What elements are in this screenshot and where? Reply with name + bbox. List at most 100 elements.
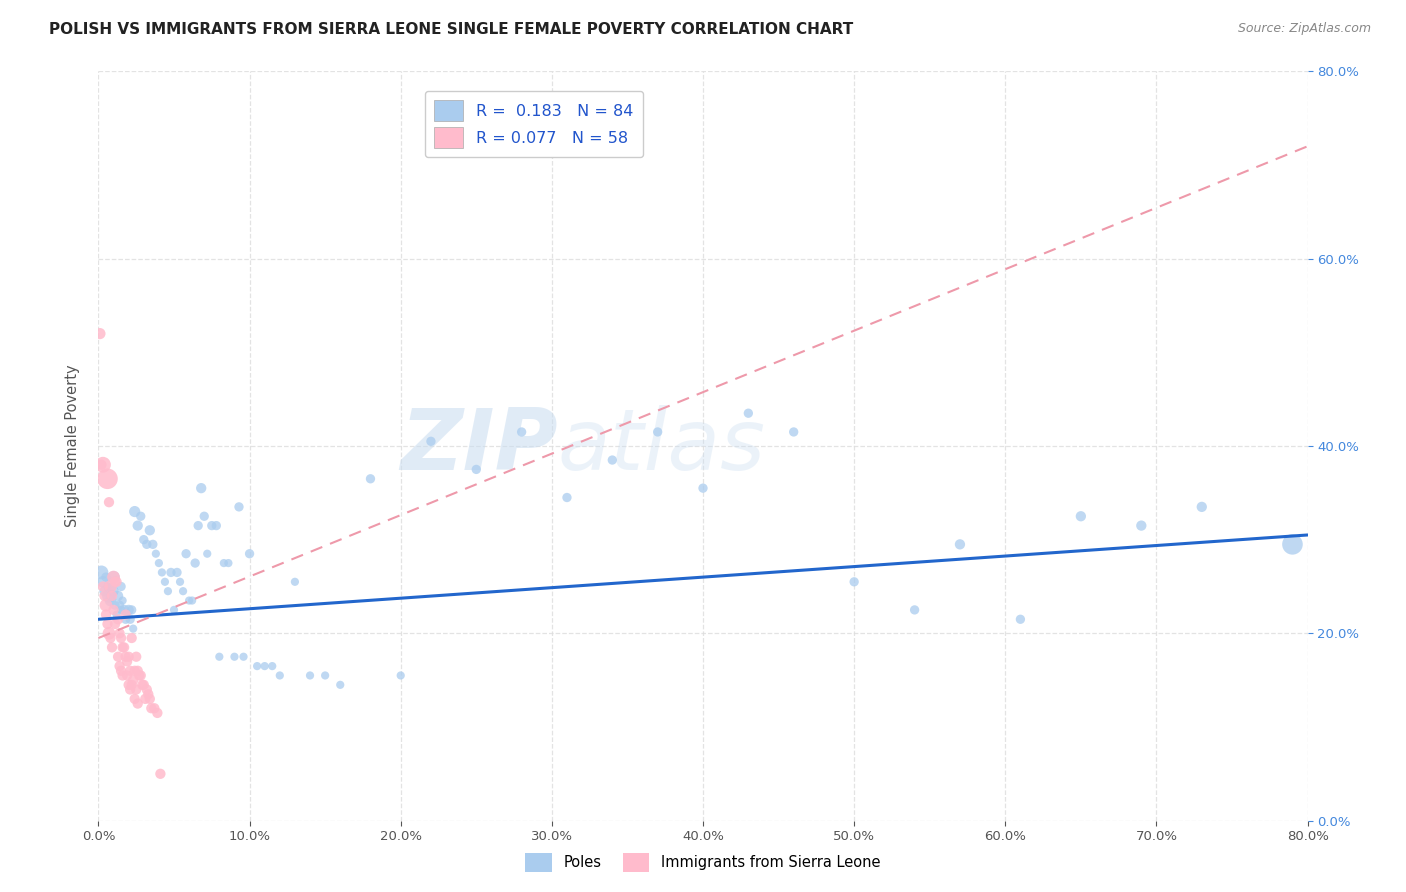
Point	[96, 472, 118, 486]
Point	[131, 678, 153, 692]
Point	[132, 533, 155, 547]
Point	[93, 589, 115, 603]
Point	[98, 626, 121, 640]
Point	[232, 649, 254, 664]
Point	[148, 556, 170, 570]
Point	[122, 673, 145, 688]
Point	[145, 547, 167, 561]
Point	[115, 668, 138, 682]
Point	[107, 612, 129, 626]
Point	[169, 574, 191, 589]
Point	[1281, 537, 1303, 551]
Point	[127, 518, 149, 533]
Point	[510, 425, 533, 439]
Point	[100, 593, 122, 607]
Point	[228, 500, 250, 514]
Point	[114, 649, 136, 664]
Point	[94, 599, 117, 613]
Point	[105, 607, 128, 622]
Point	[737, 406, 759, 420]
Point	[184, 556, 207, 570]
Point	[128, 668, 150, 682]
Point	[90, 566, 112, 580]
Point	[110, 631, 132, 645]
Point	[149, 767, 172, 781]
Point	[190, 481, 212, 495]
Point	[239, 547, 262, 561]
Point	[246, 659, 269, 673]
Point	[1130, 518, 1153, 533]
Point	[465, 462, 488, 476]
Point	[91, 580, 114, 594]
Point	[153, 574, 176, 589]
Point	[1010, 612, 1032, 626]
Point	[120, 682, 142, 697]
Point	[284, 574, 307, 589]
Point	[299, 668, 322, 682]
Point	[94, 607, 117, 622]
Point	[108, 626, 131, 640]
Point	[129, 509, 152, 524]
Point	[91, 458, 114, 472]
Point	[110, 603, 132, 617]
Point	[103, 570, 125, 584]
Point	[329, 678, 352, 692]
Point	[96, 580, 118, 594]
Point	[96, 617, 118, 632]
Point	[139, 692, 162, 706]
Point	[132, 678, 155, 692]
Point	[146, 706, 169, 720]
Point	[103, 603, 125, 617]
Point	[103, 584, 125, 599]
Point	[142, 537, 165, 551]
Point	[253, 659, 276, 673]
Point	[844, 574, 866, 589]
Point	[125, 682, 148, 697]
Point	[179, 593, 201, 607]
Point	[107, 589, 129, 603]
Point	[100, 631, 122, 645]
Point	[314, 668, 336, 682]
Point	[141, 701, 163, 715]
Point	[90, 458, 112, 472]
Point	[121, 603, 143, 617]
Point	[93, 584, 115, 599]
Point	[135, 537, 157, 551]
Point	[94, 570, 117, 584]
Legend: R =  0.183   N = 84, R = 0.077   N = 58: R = 0.183 N = 84, R = 0.077 N = 58	[425, 91, 643, 157]
Point	[112, 640, 135, 655]
Point	[120, 664, 142, 678]
Y-axis label: Single Female Poverty: Single Female Poverty	[65, 365, 80, 527]
Point	[98, 495, 121, 509]
Point	[692, 481, 714, 495]
Point	[104, 574, 127, 589]
Point	[904, 603, 927, 617]
Point	[111, 593, 134, 607]
Point	[163, 603, 186, 617]
Point	[103, 570, 125, 584]
Point	[114, 612, 136, 626]
Point	[111, 668, 134, 682]
Point	[98, 589, 121, 603]
Point	[208, 649, 231, 664]
Point	[136, 687, 159, 701]
Point	[269, 668, 291, 682]
Point	[108, 659, 131, 673]
Point	[125, 649, 148, 664]
Point	[118, 678, 141, 692]
Point	[108, 599, 131, 613]
Point	[91, 574, 114, 589]
Point	[150, 566, 173, 580]
Point	[602, 453, 624, 467]
Point	[389, 668, 412, 682]
Point	[1070, 509, 1092, 524]
Point	[104, 617, 127, 632]
Point	[118, 603, 141, 617]
Point	[262, 659, 284, 673]
Point	[121, 631, 143, 645]
Point	[111, 640, 134, 655]
Point	[224, 649, 246, 664]
Point	[166, 566, 188, 580]
Point	[122, 622, 145, 636]
Point	[129, 668, 152, 682]
